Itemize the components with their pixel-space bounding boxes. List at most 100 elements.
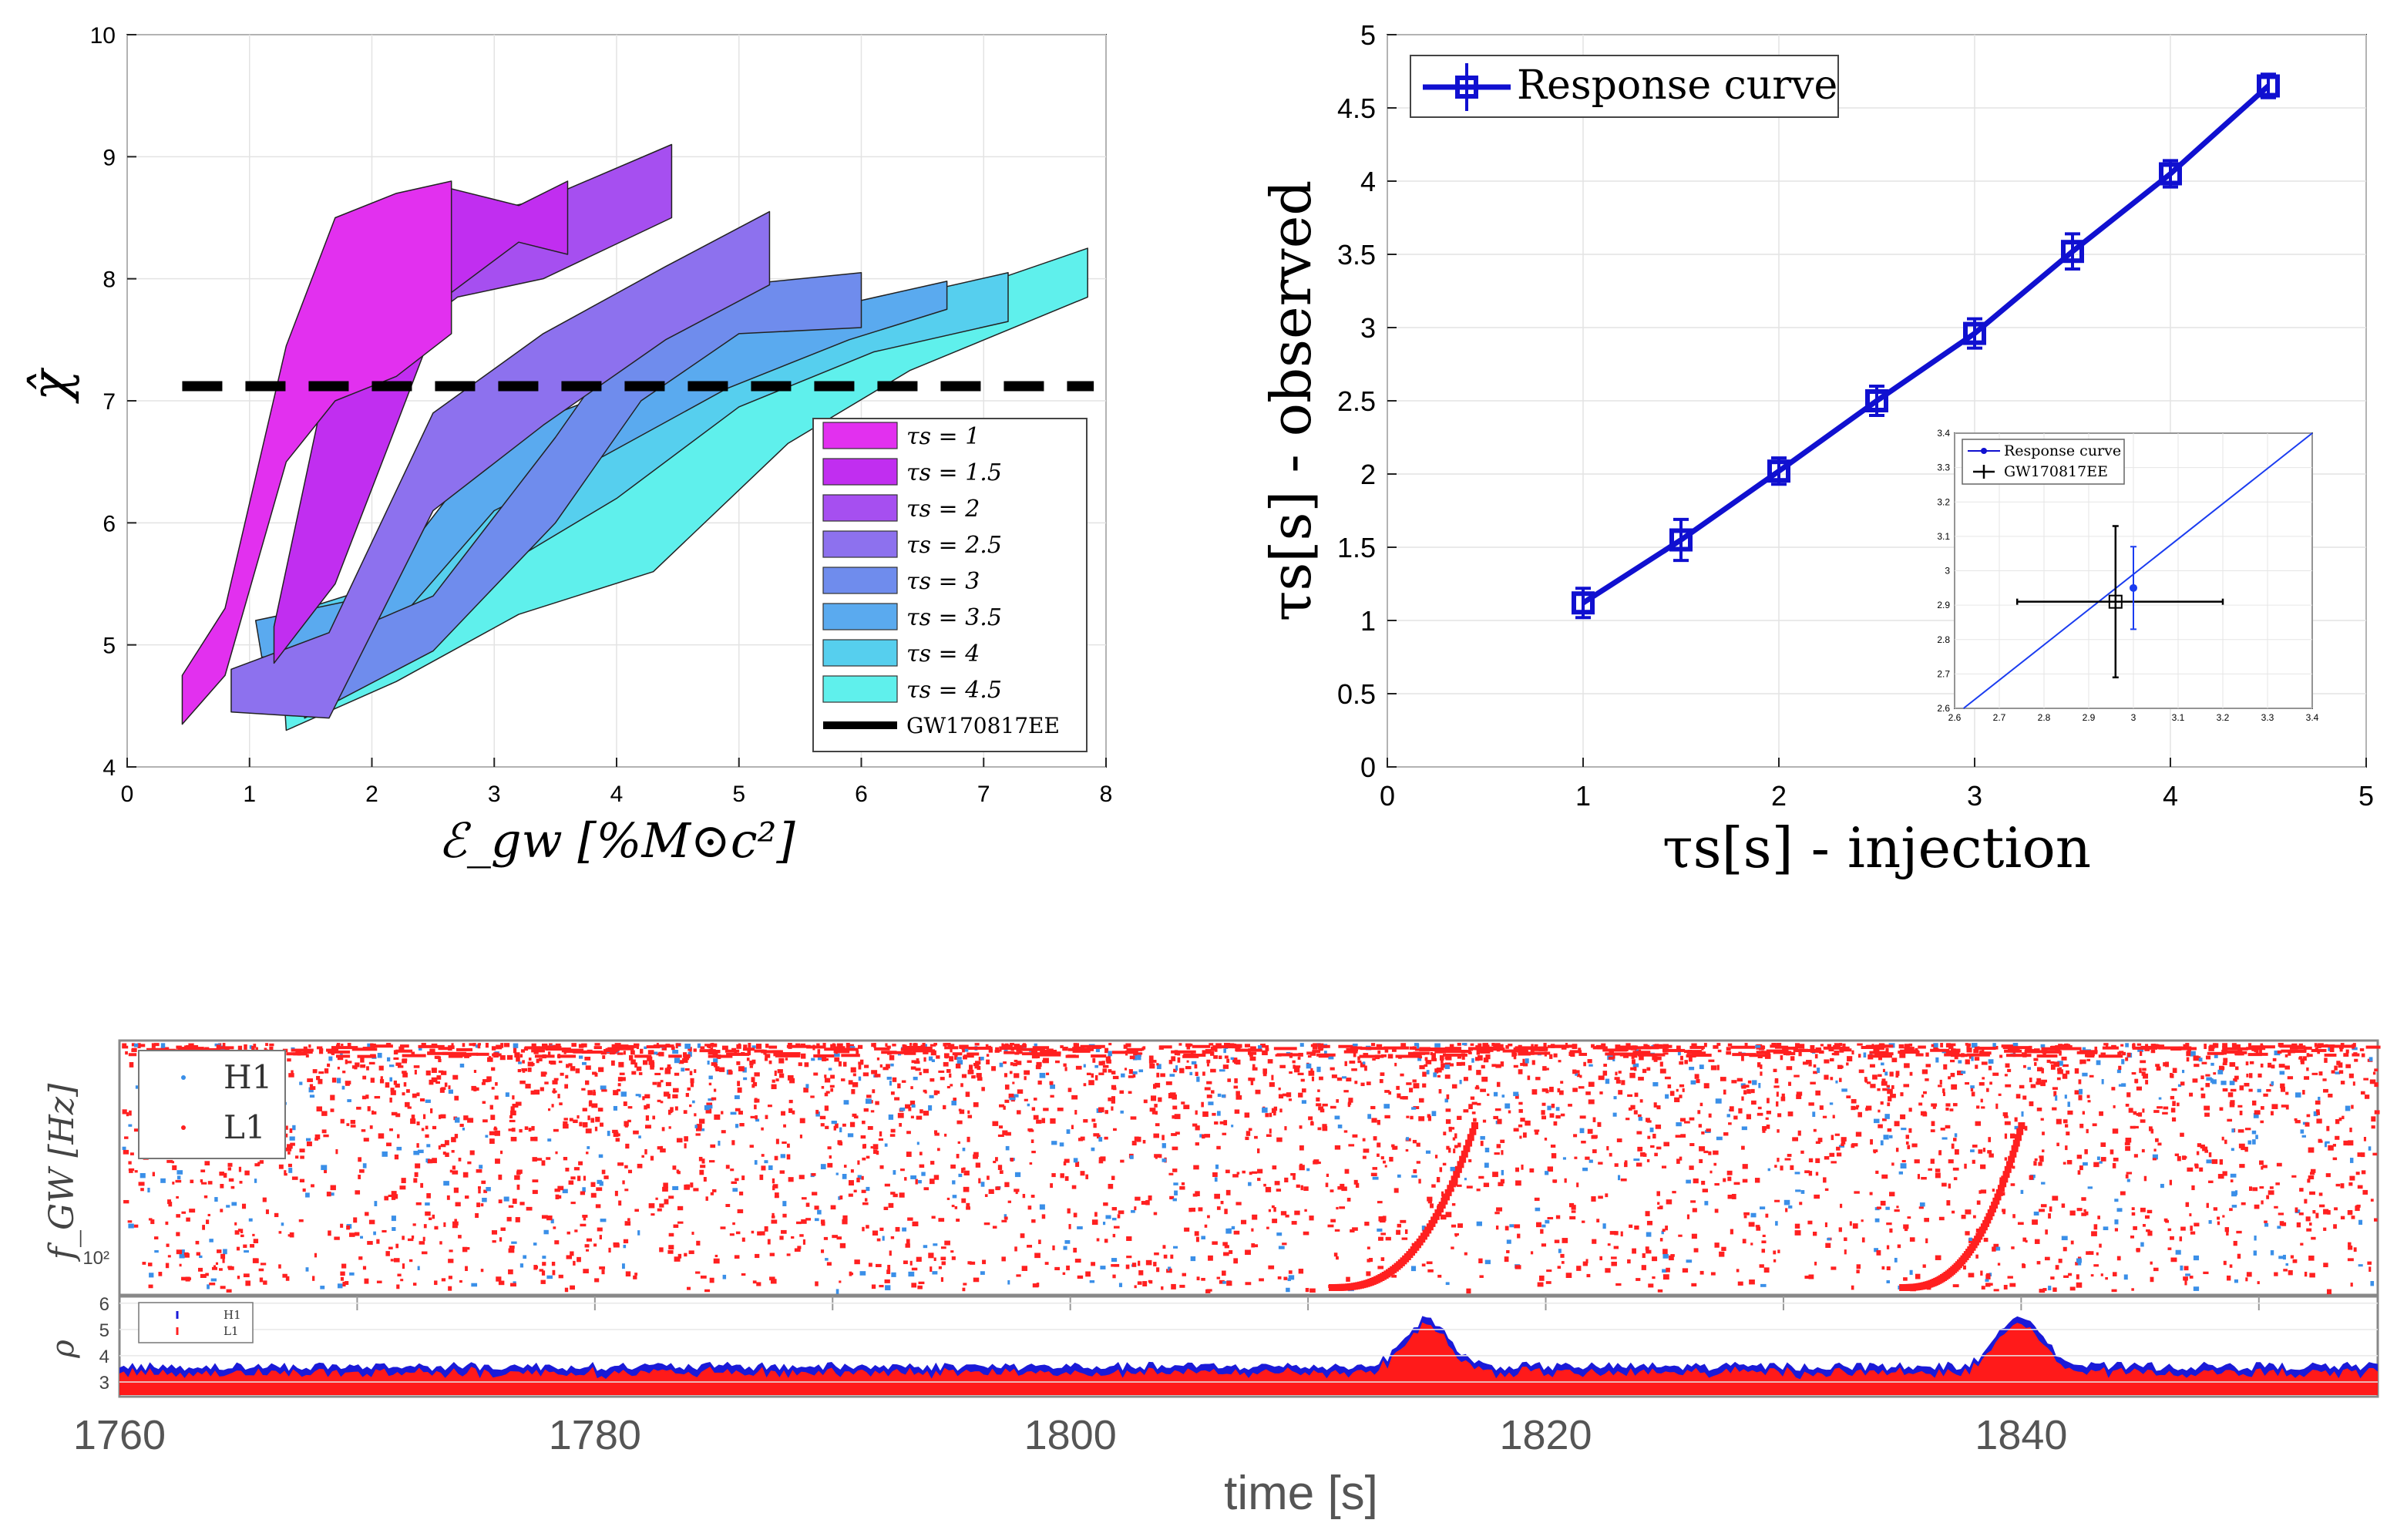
tf-point [2063, 1275, 2069, 1278]
response-point [1963, 321, 1986, 345]
tf-point [597, 1108, 603, 1112]
tf-point [479, 1165, 483, 1169]
tf-point [1981, 1286, 1985, 1289]
tf-point [1280, 1211, 1287, 1216]
tf-point [834, 1053, 840, 1057]
tf-point [1135, 1196, 1141, 1201]
tf-point [1727, 1043, 1733, 1047]
tf-point [1096, 1135, 1101, 1139]
tf-point [176, 1170, 183, 1175]
tf-band-point [1766, 1049, 1789, 1053]
tf-point [1541, 1088, 1548, 1092]
tf-point [2261, 1200, 2264, 1205]
tf-point [513, 1047, 517, 1054]
tf-point [901, 1080, 906, 1083]
tf-point [2012, 1165, 2015, 1169]
tf-point [2245, 1061, 2249, 1066]
tf-point [1204, 1224, 1208, 1228]
tf-point [1646, 1220, 1653, 1226]
tf-point [961, 1168, 964, 1173]
tf-point [1220, 1200, 1224, 1205]
tf-point [1656, 1105, 1661, 1110]
tf-point [364, 1278, 369, 1284]
tf-point [893, 1193, 898, 1198]
tf-point [1463, 1109, 1469, 1113]
tf-point [552, 1080, 558, 1084]
tf-point [1800, 1190, 1805, 1194]
tf-point [2370, 1280, 2375, 1286]
tf-point [1286, 1092, 1292, 1098]
tf-point [1277, 1276, 1282, 1279]
tf-point [2185, 1202, 2190, 1207]
tf-point [1111, 1096, 1115, 1100]
tf-point [374, 1095, 381, 1099]
tf-point [449, 1169, 452, 1173]
tf-point [695, 1127, 702, 1131]
tf-band-point [653, 1044, 674, 1048]
tf-band-point [1047, 1051, 1061, 1055]
tf-point [1194, 1231, 1199, 1236]
tf-point [321, 1111, 328, 1116]
tf-band-point [2180, 1047, 2197, 1051]
tf-point [395, 1062, 402, 1066]
tf-point [601, 1269, 605, 1275]
tf-point [226, 1289, 232, 1293]
tf-point [1456, 1184, 1462, 1187]
tf-point [884, 1183, 890, 1187]
tf-point [1292, 1060, 1296, 1064]
tf-point [1733, 1115, 1738, 1120]
tf-point [848, 1180, 854, 1186]
tf-point [475, 1044, 480, 1048]
tf-point [899, 1107, 906, 1111]
tf-point [487, 1078, 490, 1082]
tf-point [1628, 1107, 1632, 1111]
tf-point [781, 1229, 787, 1234]
tf-point [428, 1217, 432, 1221]
tf-point [367, 1043, 372, 1047]
tf-point [1284, 1126, 1287, 1131]
tf-point [906, 1152, 912, 1157]
tf-band-point [1930, 1048, 1950, 1052]
tf-point [1253, 1244, 1259, 1248]
tf-point [696, 1240, 701, 1246]
tf-point [1733, 1182, 1740, 1185]
tf-point [1562, 1238, 1568, 1243]
tf-point [346, 1123, 350, 1126]
tf-point [1022, 1193, 1026, 1199]
tf-point [1517, 1233, 1521, 1239]
tf-point [959, 1044, 966, 1048]
tf-point [2361, 1053, 2365, 1057]
tf-point [2152, 1154, 2158, 1160]
tf-point [1217, 1111, 1221, 1116]
tf-point [1825, 1242, 1831, 1249]
tf-point [1071, 1125, 1074, 1130]
tf-point [2351, 1105, 2354, 1109]
tf-point [269, 1043, 274, 1047]
tf-point [1233, 1230, 1240, 1235]
tf-point [464, 1195, 469, 1199]
tf-point [2135, 1078, 2138, 1084]
tf-point [1477, 1102, 1481, 1106]
tf-point [2096, 1060, 2101, 1065]
tf-point [500, 1227, 506, 1231]
tf-point [624, 1189, 629, 1192]
tf-point [991, 1066, 996, 1071]
chirp-point [1453, 1171, 1461, 1179]
tf-point [1330, 1219, 1336, 1222]
tf-point [340, 1276, 345, 1281]
tf-point [1642, 1253, 1646, 1259]
tf-point [751, 1077, 755, 1083]
tf-point [956, 1120, 963, 1125]
tf-point [1376, 1044, 1383, 1049]
tf-point [1007, 1279, 1010, 1285]
tf-point [493, 1128, 498, 1131]
tf-point [1493, 1115, 1498, 1120]
tf-point [452, 1170, 459, 1175]
chart-b-y-tick-label: 4 [1360, 166, 1376, 197]
tf-point [1921, 1094, 1925, 1098]
tf-point [712, 1189, 717, 1192]
tf-point [2039, 1157, 2044, 1162]
tf-point [345, 1061, 352, 1064]
tf-point [1249, 1172, 1252, 1175]
tf-point [358, 1175, 361, 1179]
